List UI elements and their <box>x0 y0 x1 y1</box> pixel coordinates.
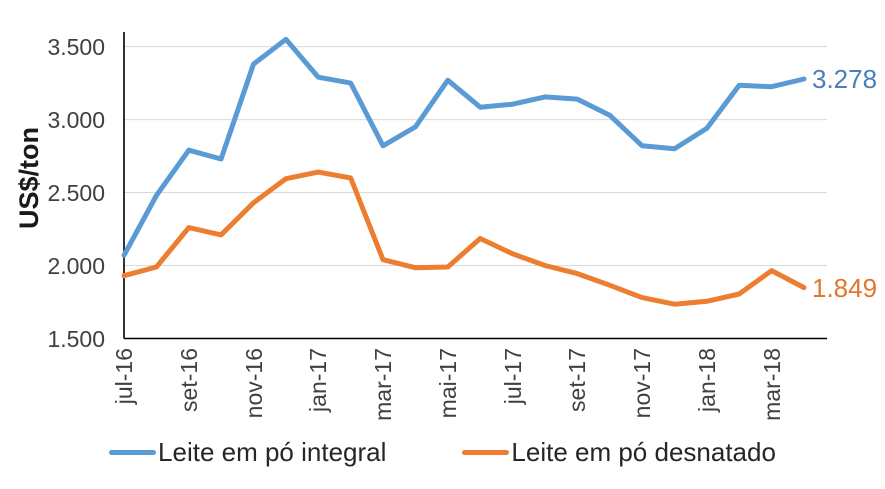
series-end-label-desnatado: 1.849 <box>812 272 878 303</box>
legend-item-desnatado: Leite em pó desnatado <box>462 437 776 467</box>
y-axis-title: US$/ton <box>14 126 44 229</box>
x-tick-label: set-17 <box>564 348 591 412</box>
legend-label-desnatado: Leite em pó desnatado <box>511 437 776 467</box>
series-end-label-integral: 3.278 <box>812 63 878 94</box>
legend: Leite em pó integral Leite em pó desnata… <box>0 437 885 467</box>
y-tick-label: 2.500 <box>47 179 105 206</box>
x-tick-label: mar-17 <box>370 348 397 421</box>
x-tick-label: nov-16 <box>240 348 267 419</box>
y-tick-label: 3.500 <box>47 33 105 60</box>
series-line-1 <box>121 169 807 307</box>
legend-line-swatch-integral <box>109 449 157 455</box>
x-tick-label: jan-17 <box>305 348 332 412</box>
x-tick-label: nov-17 <box>629 348 656 419</box>
legend-line-swatch-desnatado <box>462 449 510 455</box>
series-line-0 <box>121 36 807 258</box>
legend-item-integral: Leite em pó integral <box>109 437 386 467</box>
x-tick-label: jul-16 <box>111 348 137 405</box>
x-tick-label: jul-17 <box>499 348 526 405</box>
x-tick-label: jan-18 <box>693 348 720 412</box>
y-tick-label: 2.000 <box>47 252 105 279</box>
y-tick-label: 3.000 <box>47 106 105 133</box>
legend-label-integral: Leite em pó integral <box>158 437 387 467</box>
x-tick-label: mai-17 <box>434 348 461 419</box>
y-tick-label: 1.500 <box>47 325 105 352</box>
x-tick-label: mar-18 <box>758 348 785 421</box>
x-tick-label: set-16 <box>175 348 202 412</box>
